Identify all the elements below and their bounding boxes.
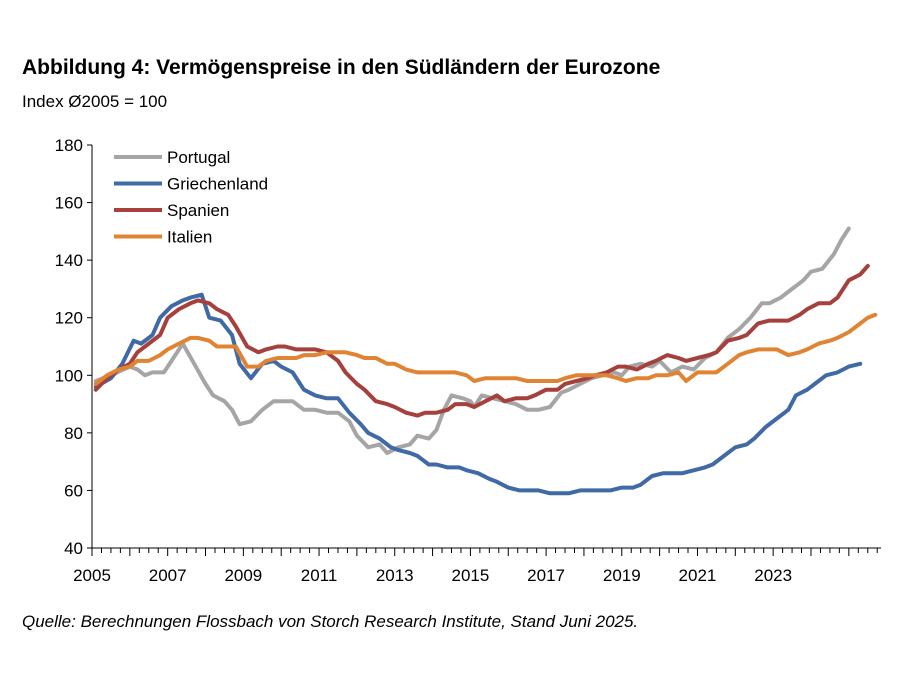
legend-label-spanien: Spanien: [167, 201, 229, 220]
y-axis: 40 60 80 100 120 140 160 180: [55, 136, 93, 558]
y-tick-label: 120: [55, 309, 83, 328]
y-tick-label: 40: [64, 539, 83, 558]
y-tick-label: 140: [55, 251, 83, 270]
series-line-griechenland: [93, 292, 863, 496]
x-tick-label: 2023: [754, 566, 792, 585]
x-tick-label: 2017: [527, 566, 565, 585]
y-tick-label: 80: [64, 424, 83, 443]
legend-label-griechenland: Griechenland: [167, 175, 268, 194]
legend: Portugal Griechenland Spanien Italien: [114, 148, 268, 247]
x-tick-label: 2019: [603, 566, 641, 585]
series-line-italien: [93, 312, 878, 386]
y-tick-label: 60: [64, 481, 83, 500]
x-tick-label: 2013: [376, 566, 414, 585]
x-tick-label: 2007: [149, 566, 187, 585]
series-layer: [93, 226, 878, 496]
y-tick-label: 180: [55, 136, 83, 155]
x-tick-label: 2005: [73, 566, 111, 585]
x-tick-label: 2009: [224, 566, 262, 585]
chart-subtitle: Index Ø2005 = 100: [22, 92, 168, 111]
legend-label-portugal: Portugal: [167, 148, 230, 167]
chart-title: Abbildung 4: Vermögenspreise in den Südl…: [22, 56, 661, 79]
x-tick-label: 2011: [301, 566, 338, 585]
x-tick-label: 2015: [452, 566, 490, 585]
series-line-spanien: [93, 263, 870, 418]
y-tick-label: 160: [55, 194, 83, 213]
source-note: Quelle: Berechnungen Flossbach von Storc…: [22, 612, 639, 631]
x-tick-label: 2021: [679, 566, 717, 585]
y-tick-label: 100: [55, 366, 83, 385]
x-axis: 2005 2007 2009 2011 2013 2015 2017 2019 2021 2023: [73, 547, 881, 585]
legend-label-italien: Italien: [167, 228, 212, 247]
